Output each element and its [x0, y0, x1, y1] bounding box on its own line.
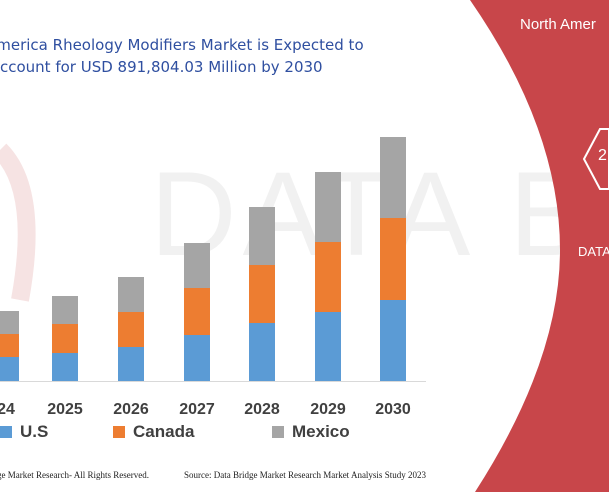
chart-title: America Rheology Modifiers Market is Exp…	[0, 34, 406, 78]
bars-layer	[0, 137, 406, 381]
bar-us-24	[0, 357, 19, 381]
side-panel-label: DATA	[578, 244, 609, 259]
watermark-arc	[0, 143, 36, 302]
x-tick-label: 2026	[113, 401, 149, 418]
side-panel-title: North Amer	[520, 16, 596, 33]
watermark-text: DATA BRIDGE	[150, 147, 609, 281]
chart-title-line2: ccount for USD 891,804.03 Million by 203…	[0, 58, 323, 76]
bar-canada-2026	[118, 312, 144, 347]
legend-label-mexico: Mexico	[292, 422, 350, 441]
bar-us-2029	[315, 312, 341, 381]
badge-hexagon	[582, 128, 609, 190]
legend-item-canada: Canada	[113, 422, 194, 442]
bar-canada-2029	[315, 242, 341, 312]
x-tick-label: 2028	[244, 401, 280, 418]
bar-mexico-2026	[118, 277, 144, 312]
bar-us-2025	[52, 353, 78, 381]
bar-canada-2025	[52, 324, 78, 353]
x-tick-label: 2030	[375, 401, 411, 418]
footer-copyright: idge Market Research- All Rights Reserve…	[0, 470, 149, 480]
bar-mexico-2027	[184, 243, 210, 288]
bar-canada-2027	[184, 288, 210, 335]
side-panel-badge: 2	[598, 147, 607, 164]
legend-item-us: U.S	[0, 422, 48, 442]
x-tick-label: 2029	[310, 401, 346, 418]
legend-swatch-us	[0, 426, 12, 438]
bar-canada-2030	[380, 218, 406, 300]
bar-mexico-2029	[315, 172, 341, 242]
bar-mexico-2028	[249, 207, 275, 265]
x-tick-label: 24	[0, 401, 15, 418]
legend-label-canada: Canada	[133, 422, 195, 441]
x-tick-label: 2027	[179, 401, 215, 418]
legend-swatch-canada	[113, 426, 125, 438]
side-panel	[470, 0, 609, 492]
legend-item-mexico: Mexico	[272, 422, 350, 442]
x-tick-label: 2025	[47, 401, 83, 418]
bar-us-2026	[118, 347, 144, 381]
x-axis-ticks: 24 2025 2026 2027 2028 2029 2030	[0, 381, 426, 418]
legend-swatch-mexico	[272, 426, 284, 438]
footer-source: Source: Data Bridge Market Research Mark…	[184, 470, 426, 480]
bar-us-2027	[184, 335, 210, 381]
chart-title-line1: America Rheology Modifiers Market is Exp…	[0, 36, 364, 54]
bar-mexico-24	[0, 311, 19, 334]
bar-us-2030	[380, 300, 406, 381]
bar-mexico-2030	[380, 137, 406, 218]
bar-canada-24	[0, 334, 19, 357]
bar-canada-2028	[249, 265, 275, 323]
legend-label-us: U.S	[20, 422, 49, 441]
bar-us-2028	[249, 323, 275, 381]
bar-mexico-2025	[52, 296, 78, 324]
